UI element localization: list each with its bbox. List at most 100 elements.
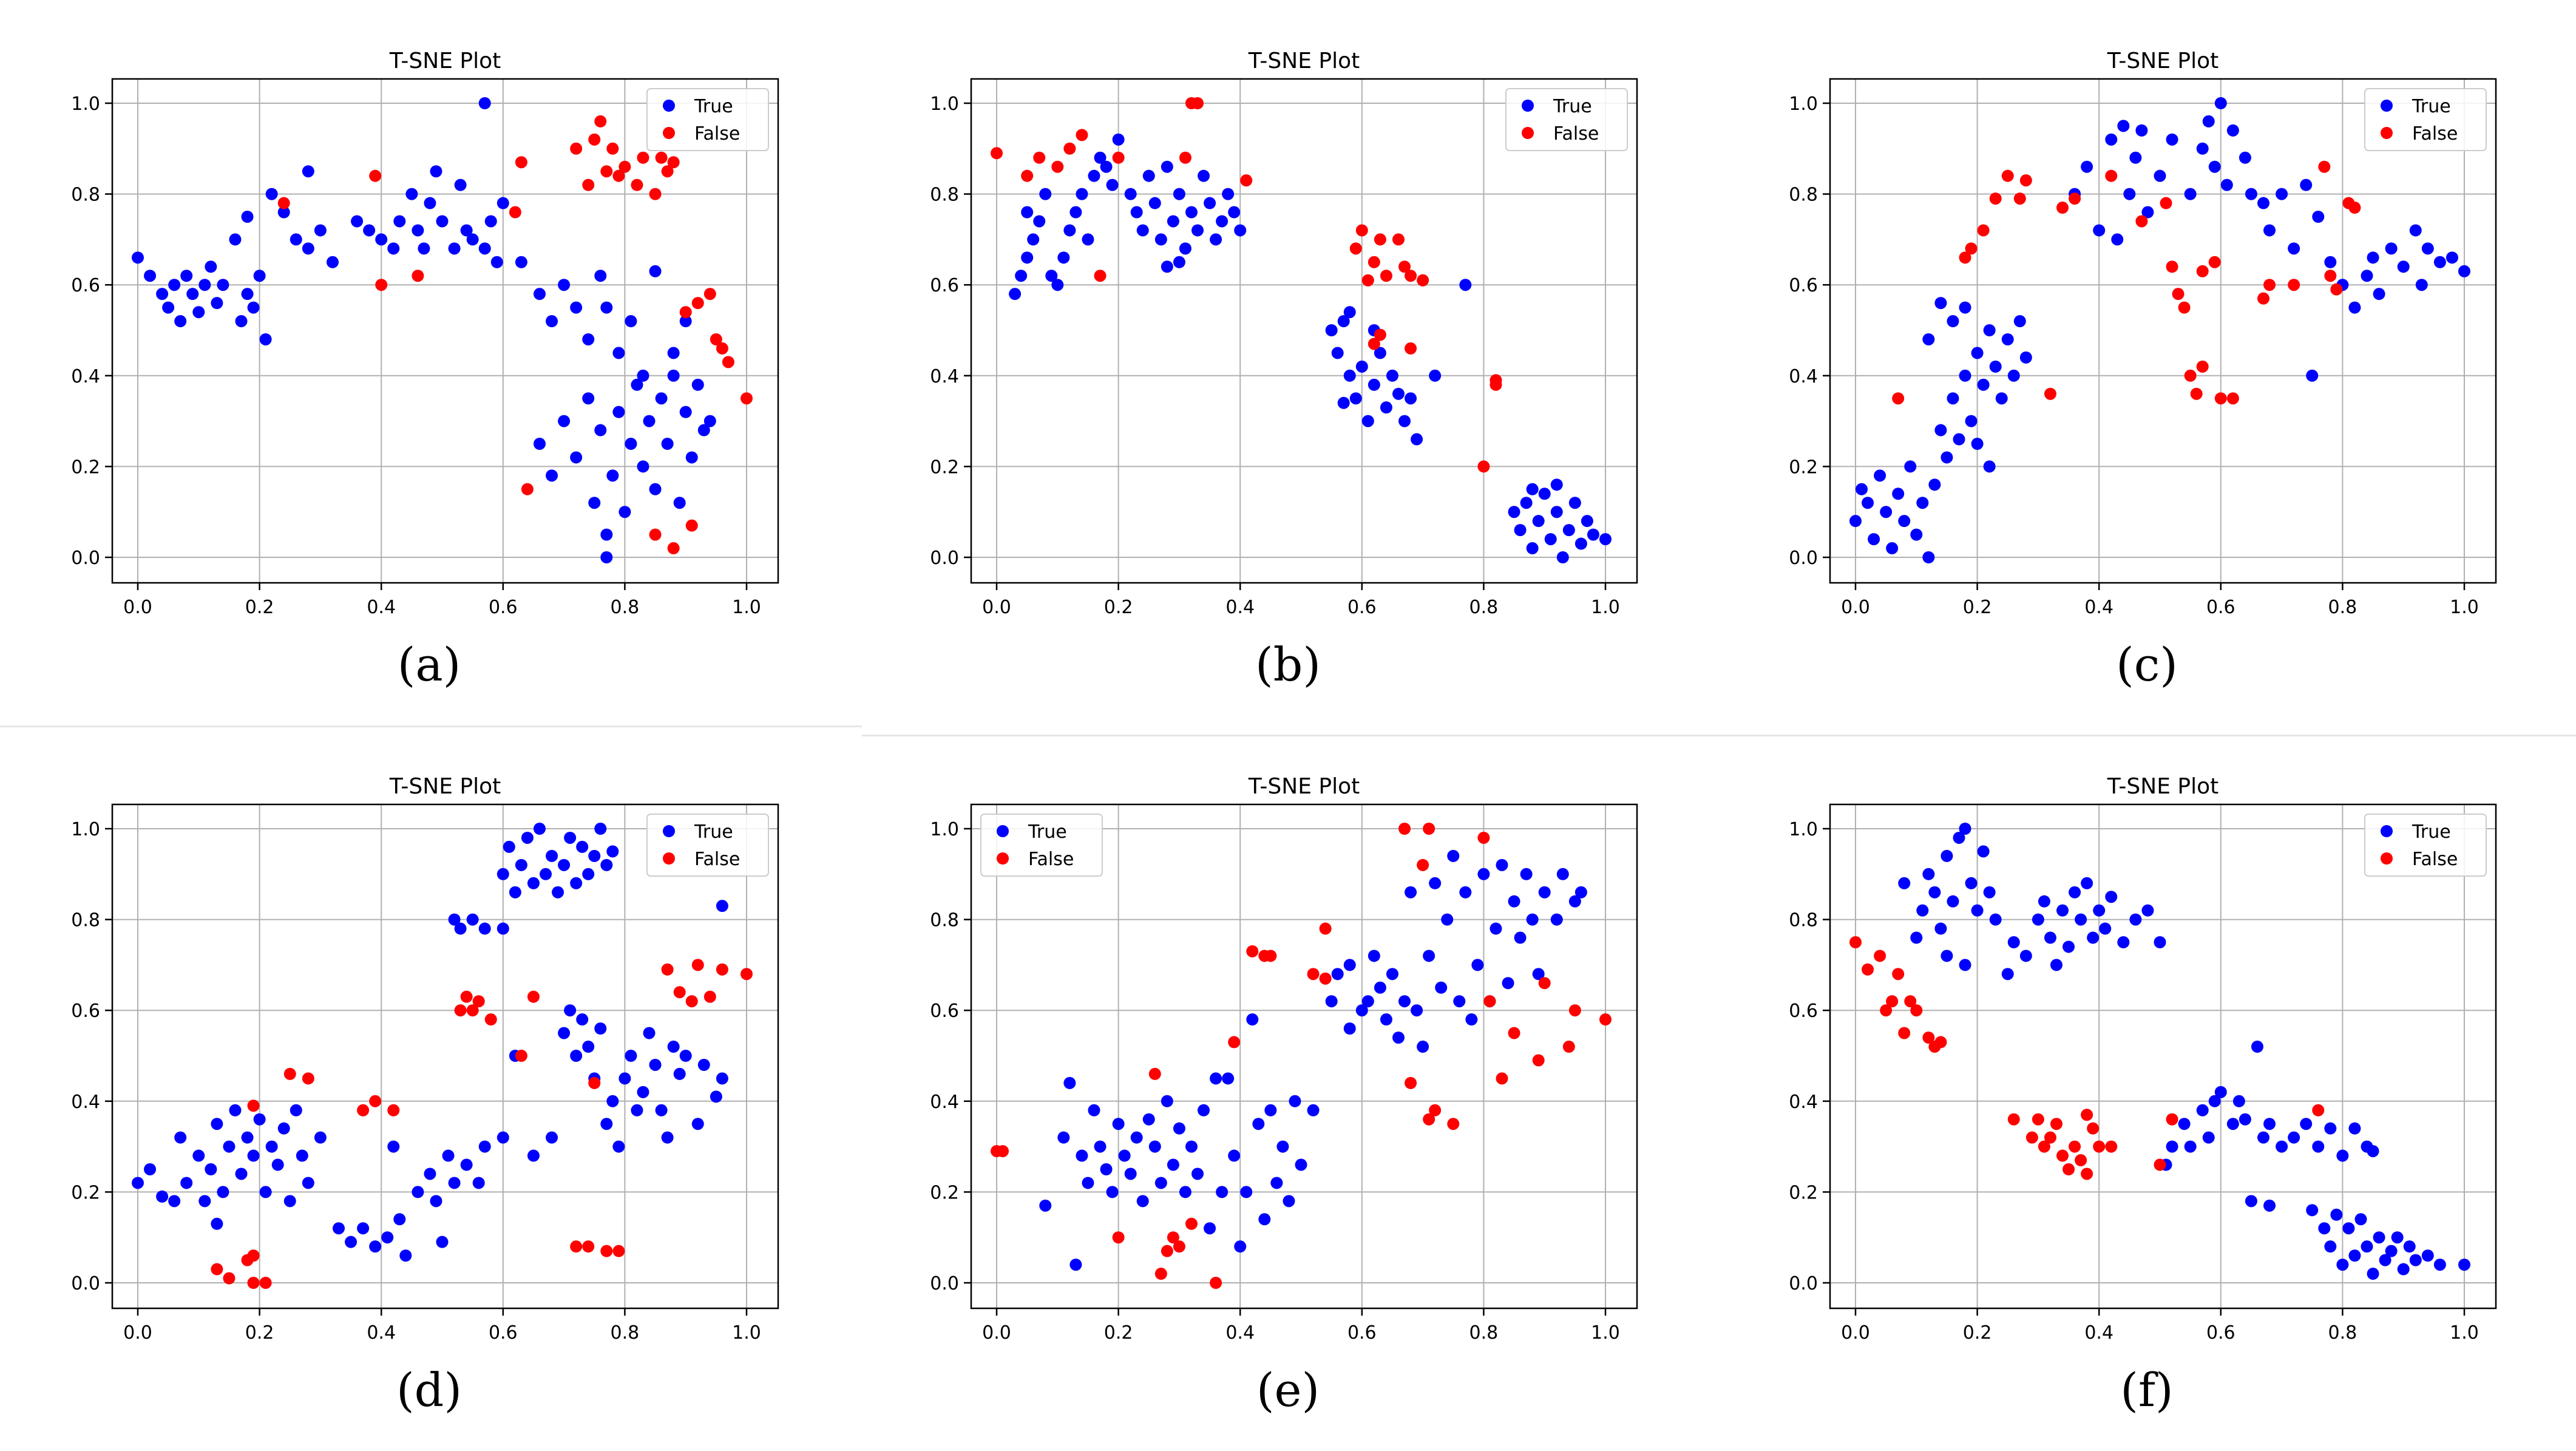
point-true (2251, 1041, 2263, 1053)
legend-marker-true (663, 825, 675, 837)
point-false (2025, 1131, 2038, 1144)
point-false (1112, 1231, 1125, 1244)
point-true (1910, 931, 1923, 944)
point-true (1568, 895, 1581, 908)
point-false (691, 959, 704, 971)
point-true (1228, 1149, 1241, 1162)
subfigure-caption: (c) (2116, 637, 2178, 692)
point-true (2220, 178, 2233, 191)
point-true (2446, 251, 2458, 264)
point-true (1325, 995, 1338, 1008)
point-true (2001, 968, 2014, 980)
point-true (1374, 981, 1386, 994)
x-tick-label: 0.8 (611, 1322, 640, 1344)
point-true (1167, 1158, 1179, 1171)
point-false (1191, 97, 1204, 109)
x-tick-label: 1.0 (732, 1322, 761, 1344)
point-false (710, 333, 722, 345)
point-true (1971, 904, 1984, 917)
point-true (1971, 438, 1984, 450)
point-true (558, 1027, 571, 1039)
point-true (1355, 360, 1368, 373)
point-true (1343, 959, 1356, 971)
point-true (186, 288, 199, 301)
point-true (2373, 1231, 2385, 1244)
point-true (1069, 206, 1082, 219)
point-true (2129, 151, 2142, 164)
point-false (2288, 279, 2300, 291)
plot-title: T-SNE Plot (2107, 774, 2219, 799)
point-true (533, 438, 546, 450)
point-false (2093, 1140, 2106, 1153)
y-tick-label: 0.2 (71, 1182, 100, 1203)
point-true (1959, 369, 1971, 382)
point-true (527, 877, 540, 889)
x-tick-label: 0.8 (1469, 597, 1499, 618)
point-false (1210, 1277, 1222, 1289)
point-true (2007, 369, 2020, 382)
point-false (460, 990, 473, 1003)
point-true (277, 1122, 290, 1135)
point-true (387, 1140, 400, 1153)
plot-frame (1829, 78, 2497, 584)
point-true (1898, 515, 1911, 528)
point-false (582, 1240, 595, 1253)
point-true (156, 1190, 169, 1203)
plot-frame (111, 78, 779, 584)
legend-marker-true (2381, 825, 2393, 837)
y-tick-label: 0.8 (71, 185, 100, 206)
point-true (1477, 868, 1490, 880)
point-true (1940, 849, 1953, 862)
point-true (162, 301, 175, 314)
point-true (1045, 270, 1058, 282)
point-true (436, 215, 449, 228)
point-true (1264, 1104, 1277, 1116)
point-true (2276, 1140, 2288, 1153)
point-false (703, 990, 716, 1003)
point-true (1508, 506, 1520, 518)
point-true (1411, 1004, 1423, 1017)
point-false (247, 1249, 260, 1262)
point-true (1216, 1186, 1229, 1198)
y-tick-label: 0.8 (930, 185, 959, 206)
point-true (2044, 931, 2056, 944)
point-true (1082, 233, 1094, 246)
y-tick-label: 0.6 (1789, 1001, 1818, 1022)
point-true (2276, 188, 2288, 200)
point-true (1191, 224, 1204, 237)
point-true (1556, 551, 1569, 563)
point-true (1154, 233, 1167, 246)
x-tick-label: 0.8 (611, 597, 640, 618)
legend-marker-true (997, 825, 1009, 837)
point-true (2202, 1131, 2215, 1144)
legend-label-true: True (2412, 96, 2451, 117)
point-true (1392, 387, 1405, 400)
point-true (259, 333, 272, 345)
point-true (552, 886, 564, 899)
point-true (192, 306, 205, 319)
point-true (180, 1177, 193, 1189)
x-tick-label: 0.4 (2084, 1322, 2113, 1344)
point-true (679, 406, 692, 418)
point-true (1556, 868, 1569, 880)
point-false (2263, 279, 2276, 291)
point-true (1453, 995, 1466, 1008)
point-false (1063, 142, 1076, 155)
x-tick-label: 0.6 (489, 1322, 518, 1344)
point-true (399, 1249, 412, 1262)
point-false (991, 147, 1003, 160)
point-true (1069, 1259, 1082, 1271)
point-true (606, 1095, 619, 1107)
x-tick-label: 0.8 (2328, 1322, 2357, 1344)
point-true (454, 922, 467, 935)
point-true (655, 1104, 668, 1116)
point-true (2263, 1199, 2276, 1212)
point-true (168, 279, 181, 291)
point-true (1015, 270, 1028, 282)
point-false (1405, 342, 1417, 355)
point-true (1148, 197, 1161, 209)
point-true (2105, 891, 2118, 903)
point-true (1995, 392, 2008, 405)
point-true (1118, 1149, 1131, 1162)
point-true (2019, 950, 2032, 962)
